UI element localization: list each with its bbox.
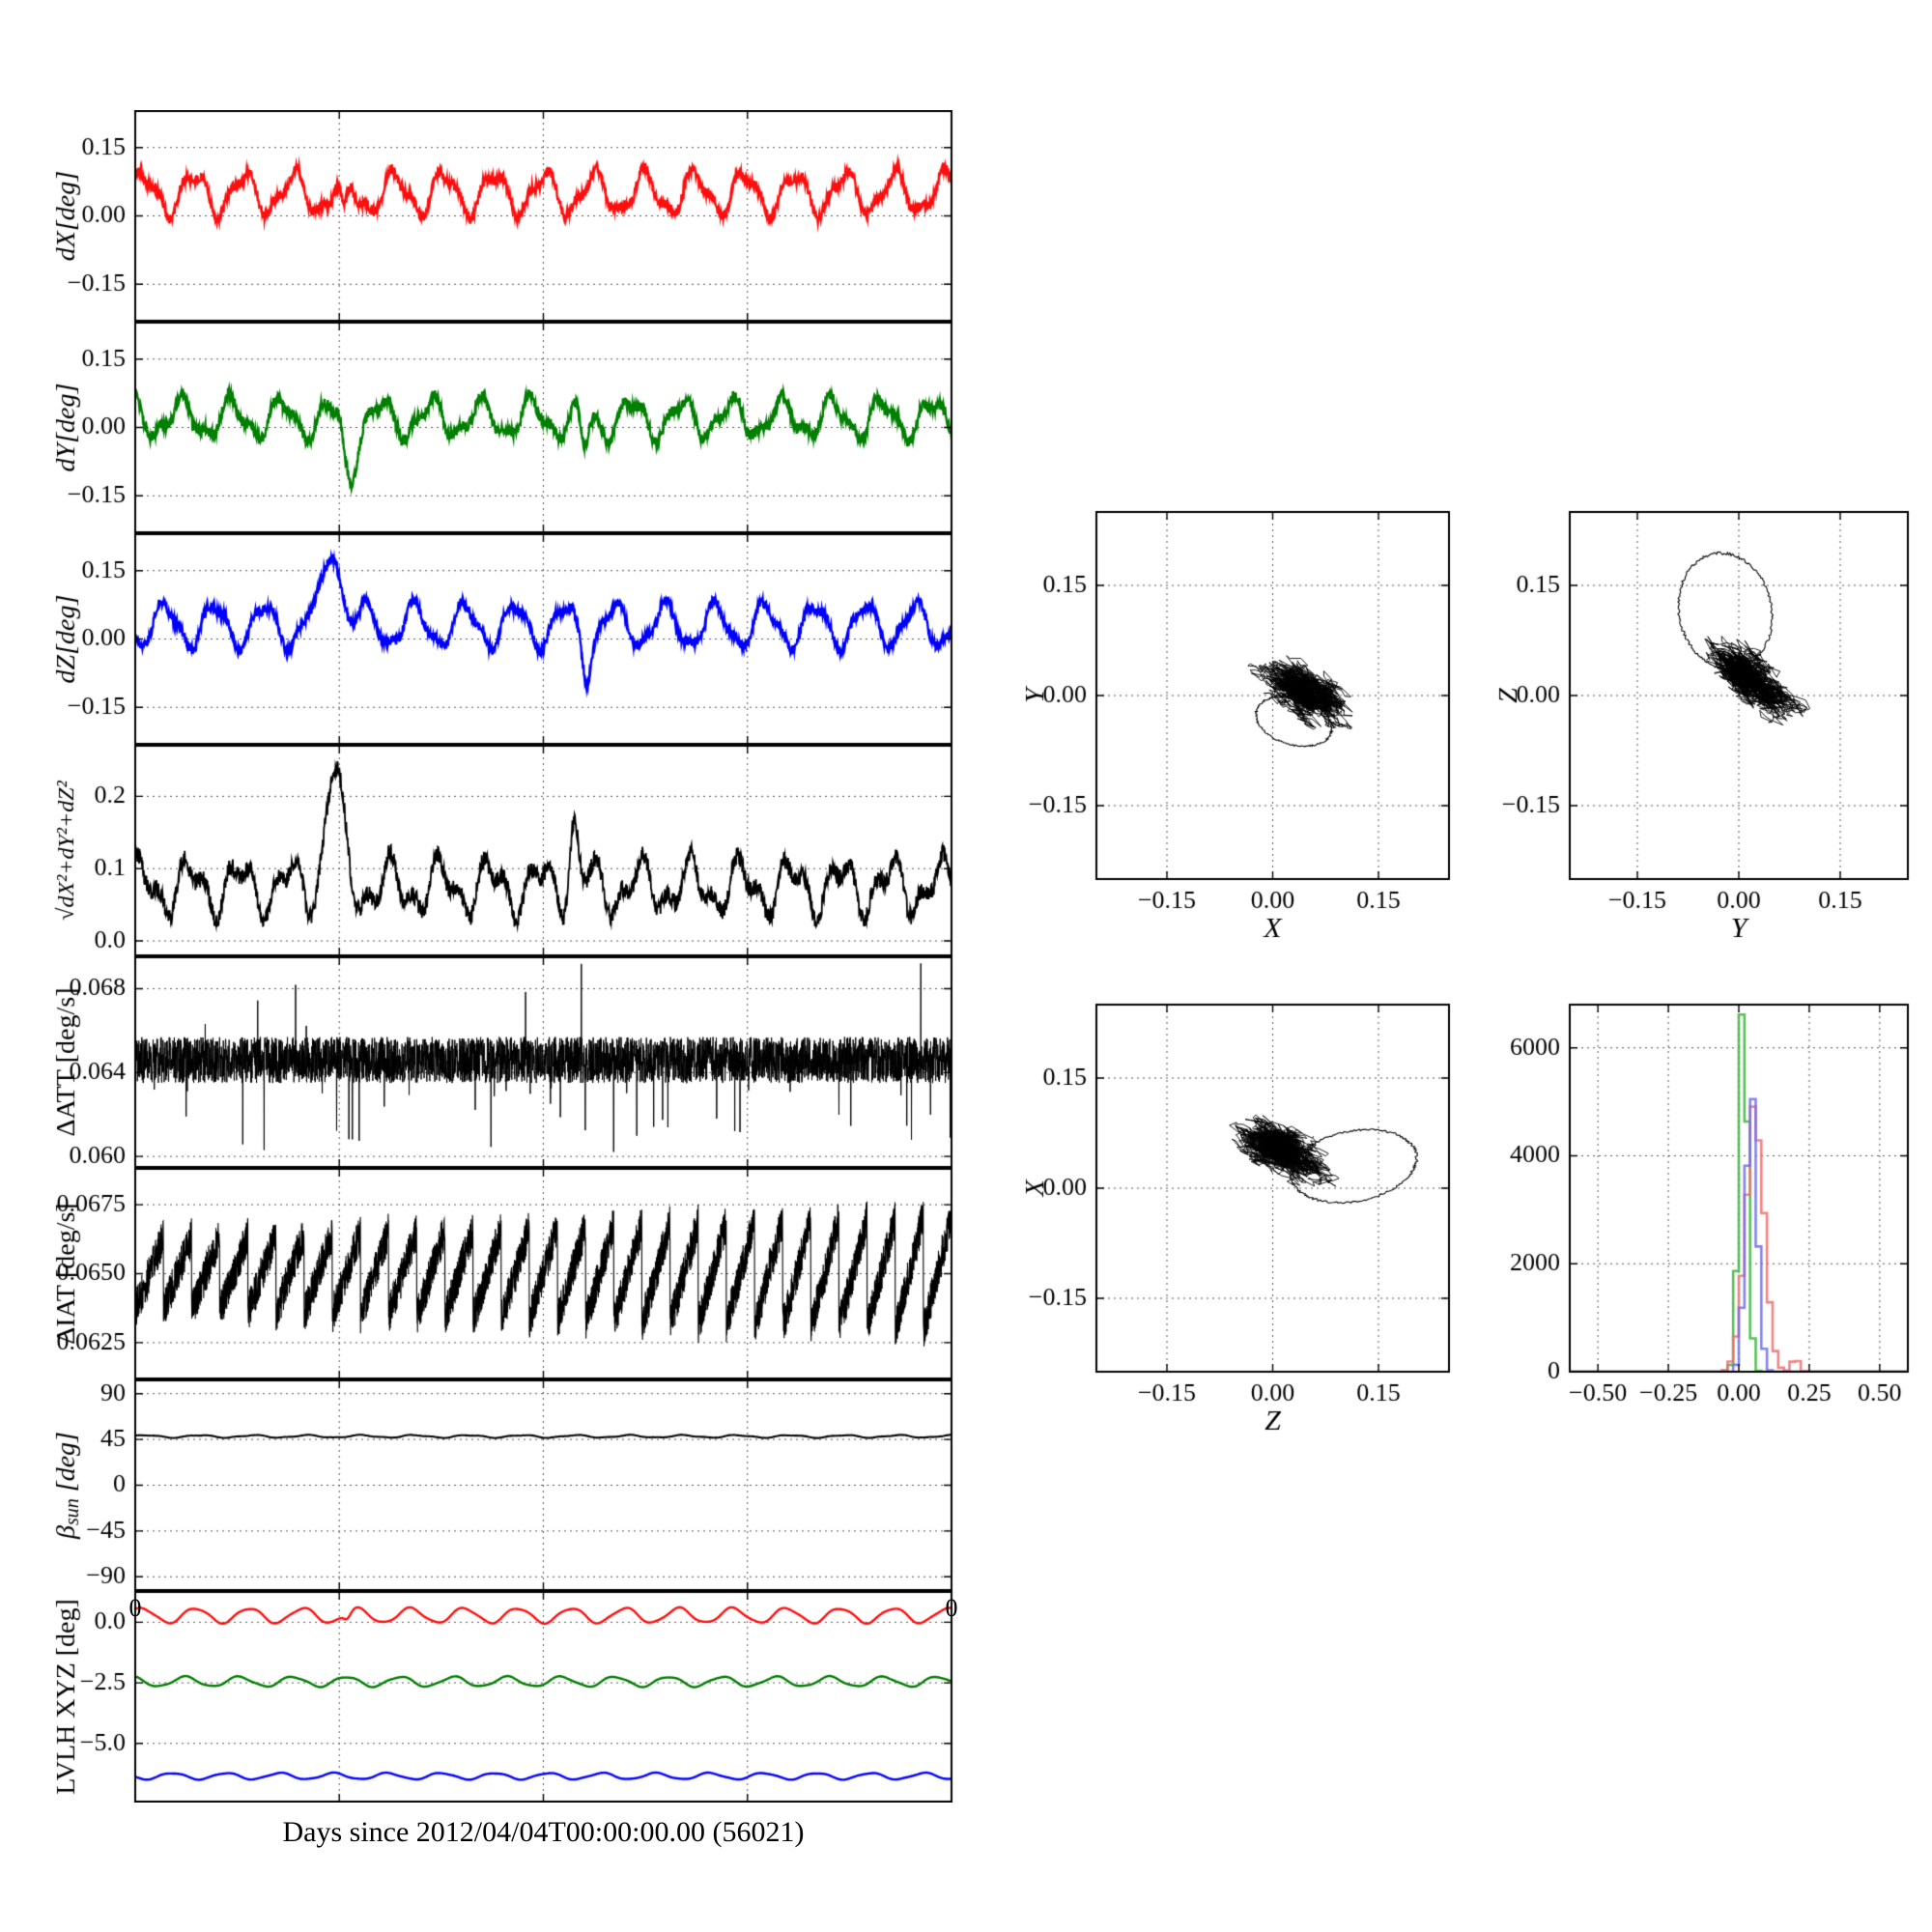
panel-dz-plot bbox=[39, 533, 956, 745]
panel-delta-iat-plot bbox=[39, 1168, 956, 1379]
panel-delta-att bbox=[39, 956, 956, 1168]
panel-delta-iat bbox=[39, 1168, 956, 1379]
scatter-xy bbox=[1005, 502, 1488, 947]
scatter-yz-plot bbox=[1478, 502, 1932, 947]
panel-delta-att-plot bbox=[39, 956, 956, 1168]
scatter-yz bbox=[1478, 502, 1932, 947]
histogram-xyz bbox=[1478, 995, 1932, 1439]
beta-x-tick-zero-left: 0 bbox=[128, 1594, 142, 1622]
panel-lvlh-xyz-plot bbox=[39, 1591, 956, 1803]
panel-error-norm-plot bbox=[39, 745, 956, 956]
panel-error-norm bbox=[39, 745, 956, 956]
panel-beta-sun-plot bbox=[39, 1379, 956, 1591]
x-axis-label: Days since 2012/04/04T00:00:00.00 (56021… bbox=[282, 1816, 805, 1848]
panel-dx bbox=[39, 110, 956, 322]
panel-beta-sun bbox=[39, 1379, 956, 1591]
beta-x-tick-zero-right: 0 bbox=[945, 1594, 958, 1622]
scatter-xy-plot bbox=[1005, 502, 1488, 947]
histogram-xyz-plot bbox=[1478, 995, 1932, 1439]
panel-dy-plot bbox=[39, 322, 956, 533]
panel-dy bbox=[39, 322, 956, 533]
scatter-zx-plot bbox=[1005, 995, 1488, 1439]
panel-dz bbox=[39, 533, 956, 745]
scatter-zx bbox=[1005, 995, 1488, 1439]
panel-lvlh-xyz bbox=[39, 1591, 956, 1803]
panel-dx-plot bbox=[39, 110, 956, 322]
